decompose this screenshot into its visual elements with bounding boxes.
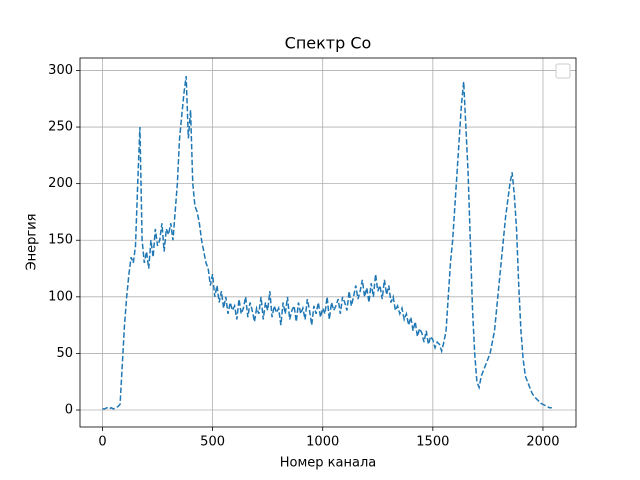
- y-axis-label: Энергия: [25, 214, 40, 271]
- x-tick-label: 1000: [306, 435, 339, 450]
- data-line: [102, 76, 552, 410]
- y-tick-label: 300: [48, 63, 73, 78]
- plot-frame: [79, 57, 577, 428]
- x-axis-label: Номер канала: [280, 456, 376, 471]
- y-tick-label: 0: [65, 403, 73, 418]
- plot-layer: [102, 76, 552, 410]
- x-tick-label: 1500: [416, 435, 449, 450]
- chart-title: Спектр Co: [285, 34, 372, 53]
- y-tick-label: 250: [48, 120, 73, 135]
- y-tick-label: 100: [48, 289, 73, 304]
- y-tick-label: 150: [48, 233, 73, 248]
- y-tick-label: 200: [48, 176, 73, 191]
- legend: [555, 63, 571, 79]
- y-tick-label: 50: [56, 346, 73, 361]
- x-tick-label: 500: [200, 435, 225, 450]
- x-tick-label: 2000: [526, 435, 559, 450]
- grid-layer: [80, 58, 576, 427]
- x-tick-label: 0: [98, 435, 106, 450]
